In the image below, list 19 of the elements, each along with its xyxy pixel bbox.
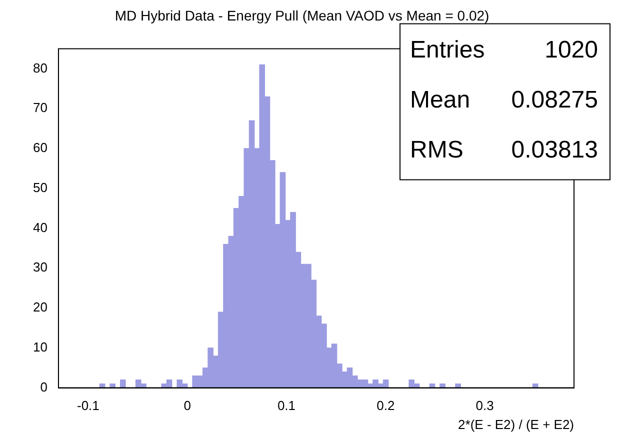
- text: Mean 0.08275: [410, 86, 598, 114]
- y-tick-label: 70: [32, 100, 48, 116]
- x-axis-title: 2*(E - E2) / (E + E2): [458, 416, 574, 432]
- y-tick-label: 60: [32, 140, 48, 156]
- y-tick-label: 0: [40, 379, 48, 394]
- x-tick-label: 0: [184, 398, 191, 414]
- text: RMS 0.03813: [410, 136, 598, 164]
- y-tick-label: 30: [32, 260, 48, 275]
- text: Entries 1020: [410, 36, 598, 64]
- x-tick-label: 0.1: [277, 398, 296, 414]
- x-tick-label: 0.3: [476, 398, 494, 414]
- y-tick-label: 10: [32, 339, 48, 354]
- x-tick-label: 0.2: [376, 398, 395, 414]
- y-tick-label: 20: [32, 300, 48, 315]
- chart-title: MD Hybrid Data - Energy Pull (Mean VAOD vs Mean = 0.02): [114, 7, 490, 24]
- y-tick-label: 40: [32, 220, 48, 235]
- x-tick-label: -0.1: [77, 398, 100, 414]
- y-tick-label: 80: [32, 60, 48, 76]
- y-tick-label: 50: [32, 180, 48, 195]
